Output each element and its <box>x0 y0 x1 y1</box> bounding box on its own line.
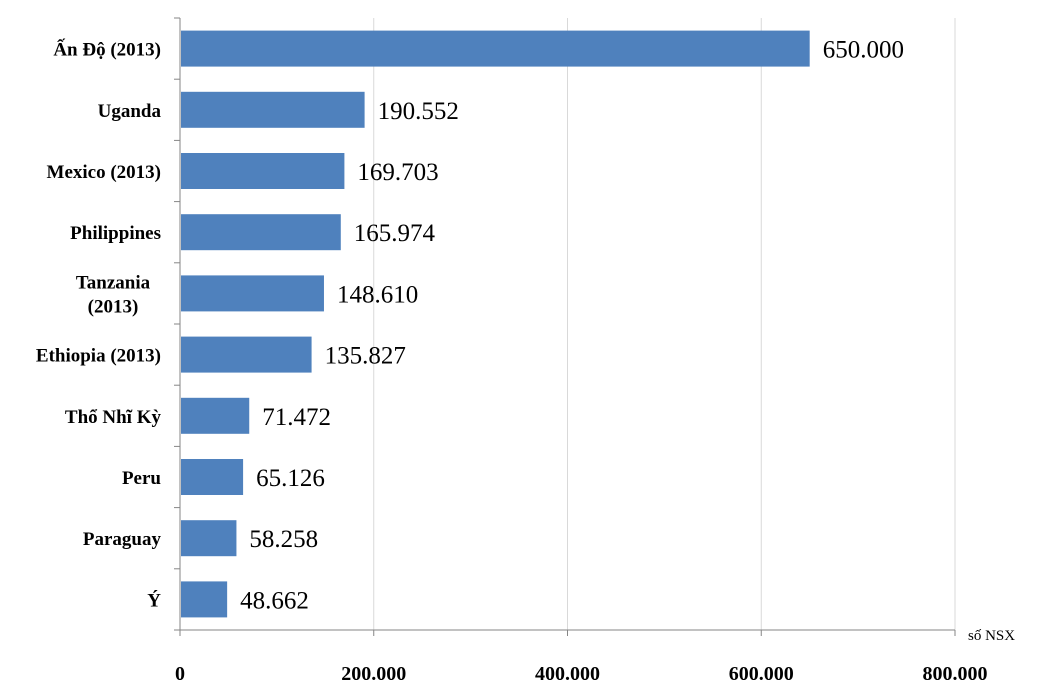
x-tick-label: 0 <box>175 663 185 685</box>
data-label: 71.472 <box>262 404 331 431</box>
data-label: 65.126 <box>256 465 325 492</box>
data-label: 148.610 <box>337 281 418 308</box>
bars <box>181 30 810 618</box>
bar <box>181 214 341 251</box>
data-label: 48.662 <box>240 587 309 614</box>
category-label: Uganda <box>98 101 162 122</box>
category-label-line: (2013) <box>88 296 139 317</box>
category-label: Peru <box>122 468 161 489</box>
data-label: 165.974 <box>354 220 436 247</box>
x-axis-unit-label: số NSX <box>968 628 1015 644</box>
x-tick-label: 800.000 <box>923 663 988 685</box>
bar <box>181 153 345 189</box>
category-label: Ấn Độ (2013) <box>53 39 161 61</box>
x-tick-label: 600.000 <box>729 663 794 685</box>
bar <box>181 275 324 312</box>
bar <box>181 581 228 618</box>
data-label: 650.000 <box>823 37 904 64</box>
data-label: 58.258 <box>249 526 318 553</box>
data-label: 135.827 <box>325 343 406 370</box>
gridlines <box>373 18 956 630</box>
category-label: Philippines <box>70 223 161 244</box>
bar <box>181 336 312 373</box>
category-label: Mexico (2013) <box>47 162 161 183</box>
labels: 0 200.000 400.000 600.000 800.000 650.000 Ấn Đ… <box>36 37 988 685</box>
category-label: Thổ Nhĩ Kỳ <box>65 407 162 428</box>
bar <box>181 520 237 557</box>
bar <box>181 459 244 495</box>
category-label: Tanzania (2013) <box>76 272 151 317</box>
x-tick-label: 200.000 <box>341 663 406 685</box>
bar <box>181 91 365 128</box>
data-label: 190.552 <box>378 98 459 125</box>
category-label: Ý <box>147 589 161 611</box>
bar <box>181 30 810 67</box>
data-label: 169.703 <box>357 159 438 186</box>
bar <box>181 397 250 434</box>
x-tick-label: 400.000 <box>535 663 600 685</box>
category-label: Ethiopia (2013) <box>36 346 161 367</box>
axes <box>174 17 956 636</box>
category-label: Paraguay <box>83 529 162 550</box>
category-label-line: Tanzania <box>76 272 151 293</box>
